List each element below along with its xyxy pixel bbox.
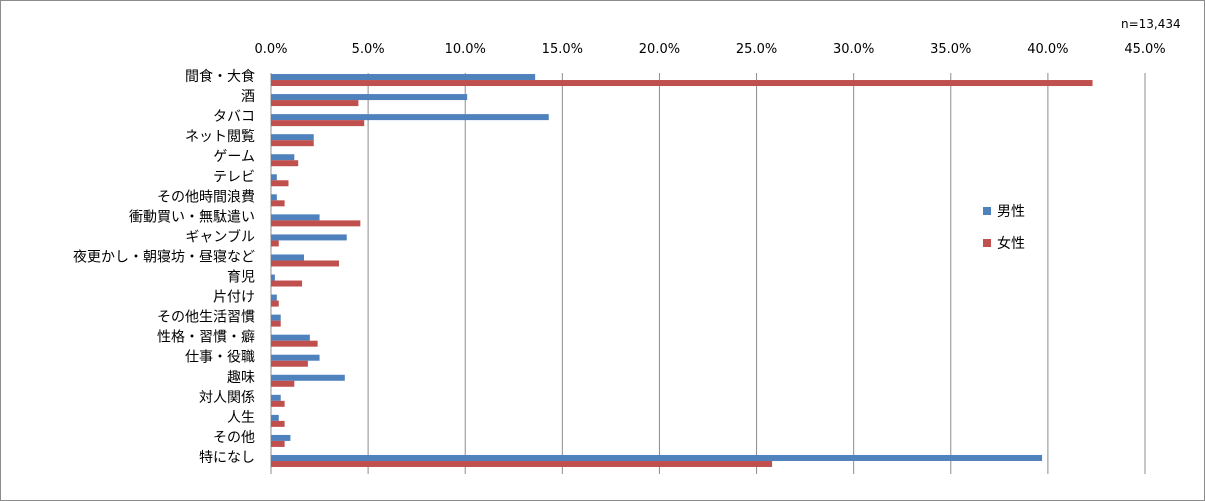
x-tick-label: 35.0%: [930, 42, 971, 57]
bar-male: [271, 334, 310, 341]
bar-female: [271, 420, 285, 427]
category-label: 育児: [227, 270, 255, 286]
bar-male: [271, 254, 305, 261]
bar-female: [271, 180, 289, 187]
bar-female: [271, 260, 339, 267]
x-tick-label: 30.0%: [833, 42, 874, 57]
bar-male: [271, 174, 277, 181]
bar-female: [271, 460, 773, 467]
bar-male: [271, 354, 320, 361]
bar-female: [271, 80, 1093, 87]
x-tick-label: 10.0%: [445, 42, 486, 57]
category-label: その他生活習慣: [157, 309, 255, 326]
bar-male: [271, 154, 295, 161]
legend-swatch: [983, 239, 991, 247]
category-label: 対人関係: [199, 390, 255, 406]
category-label: 特になし: [199, 450, 255, 466]
bar-male: [271, 274, 275, 281]
category-label: ゲーム: [213, 149, 255, 165]
bar-female: [271, 220, 361, 227]
category-label: ネット閲覧: [185, 128, 255, 145]
bar-female: [271, 340, 318, 347]
bar-female: [271, 240, 279, 247]
bar-male: [271, 374, 345, 381]
category-label: 性格・習慣・癖: [157, 329, 255, 346]
bar-female: [271, 120, 365, 127]
category-label: ギャンブル: [185, 228, 255, 245]
legend-swatch: [983, 207, 991, 215]
bar-male: [271, 414, 279, 421]
category-label: 片付け: [213, 290, 255, 306]
x-tick-label: 45.0%: [1124, 42, 1165, 57]
category-label: 衝動買い・無駄遣い: [129, 209, 255, 225]
bar-male: [271, 134, 314, 141]
bar-female: [271, 380, 295, 387]
bar-female: [271, 400, 285, 407]
bar-male: [271, 394, 281, 401]
legend-label: 女性: [997, 235, 1025, 252]
x-tick-label: 5.0%: [352, 42, 385, 57]
x-tick-label: 25.0%: [736, 42, 777, 57]
bar-male: [271, 314, 281, 321]
category-label: 人生: [227, 410, 255, 426]
bar-male: [271, 234, 347, 241]
x-tick-label: 15.0%: [542, 42, 583, 57]
category-label: タバコ: [213, 109, 255, 125]
category-label: 仕事・役職: [185, 350, 255, 366]
bar-male: [271, 294, 277, 301]
x-tick-label: 20.0%: [639, 42, 680, 57]
bar-female: [271, 360, 308, 367]
category-label: 酒: [241, 89, 255, 105]
bar-female: [271, 200, 285, 207]
category-label: 夜更かし・朝寝坊・昼寝など: [73, 248, 255, 265]
bar-female: [271, 160, 299, 167]
category-label: その他: [213, 430, 255, 446]
bar-female: [271, 320, 281, 327]
x-tick-label: 40.0%: [1027, 42, 1068, 57]
bar-male: [271, 434, 291, 441]
bar-female: [271, 140, 314, 147]
bar-male: [271, 74, 536, 81]
sample-size-note: n=13,434: [1121, 17, 1181, 31]
x-tick-label: 0.0%: [254, 42, 287, 57]
bar-male: [271, 114, 549, 121]
bar-female: [271, 280, 303, 287]
bar-male: [271, 214, 320, 221]
category-label: テレビ: [213, 169, 255, 185]
bar-female: [271, 100, 359, 107]
bar-female: [271, 300, 279, 307]
category-label: その他時間浪費: [157, 189, 255, 205]
legend-label: 男性: [997, 204, 1025, 220]
bar-female: [271, 440, 285, 447]
category-label: 趣味: [227, 370, 255, 386]
category-label: 間食・大食: [185, 68, 255, 85]
bar-male: [271, 194, 277, 201]
bar-male: [271, 94, 468, 101]
bar-male: [271, 454, 1043, 461]
